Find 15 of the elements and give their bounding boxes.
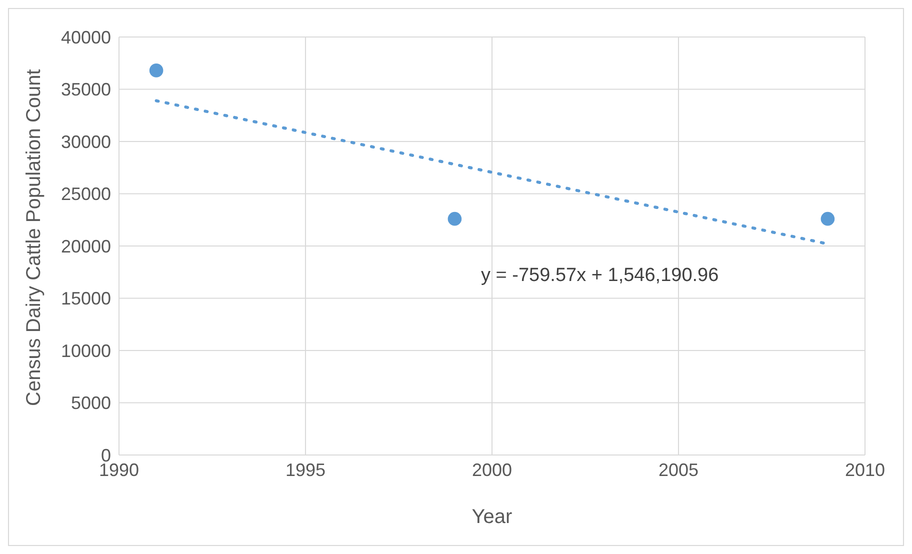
- x-tick-label: 2000: [472, 460, 512, 480]
- y-tick-label: 35000: [60, 80, 111, 100]
- annotation: y = -759.57x + 1,546,190.96: [481, 265, 719, 287]
- y-tick-label: 30000: [60, 132, 111, 152]
- x-tick-label: 2005: [658, 460, 699, 480]
- y-axis-title: Census Dairy Cattle Population Count: [23, 68, 46, 406]
- y-tick-label: 40000: [60, 27, 111, 48]
- y-tick-label: 20000: [60, 236, 111, 256]
- x-tick-label: 2010: [844, 460, 886, 480]
- x-axis-title: Year: [472, 506, 513, 528]
- x-tick-label: 1995: [285, 460, 326, 480]
- y-tick-label: 5000: [70, 393, 111, 414]
- y-tick-label: 15000: [60, 288, 111, 309]
- y-tick-label: 25000: [60, 184, 111, 204]
- y-tick-label: 10000: [60, 340, 111, 361]
